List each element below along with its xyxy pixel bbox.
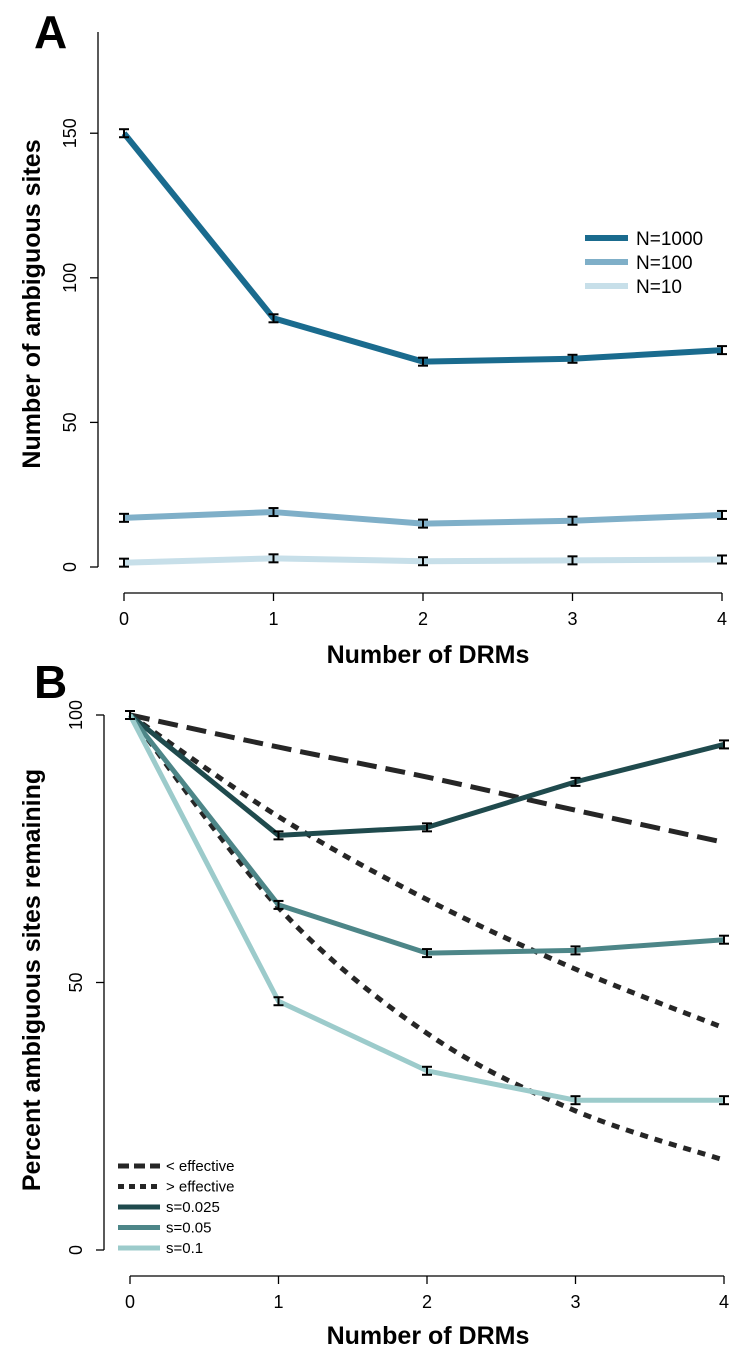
- panel-b-series-s-0-1-error-bar: [422, 1065, 432, 1076]
- panel-a-x-tick-label: 4: [717, 609, 727, 629]
- panel-b-y-axis-title: Percent ambiguous sites remaining: [18, 769, 46, 1191]
- panel-a-series-n-10-error-bar: [717, 554, 727, 565]
- panel-b-series-s-0-05-error-bar: [273, 899, 284, 910]
- panel-a-x-tick-label: 1: [268, 609, 278, 629]
- panel-a-series-n-1000-error-bar: [119, 128, 129, 139]
- panel-b: B Percent ambiguous sites remaining Numb…: [18, 656, 729, 1350]
- panel-b-series-effective-line-1: [128, 713, 725, 1163]
- panel-a-legend-label: N=100: [636, 253, 693, 274]
- panel-a-series-n-1000-error-bar: [717, 345, 727, 356]
- panel-a-series-n-100-error-bar: [119, 512, 129, 523]
- panel-a-series: [119, 128, 727, 568]
- panel-a-series-n-10-error-bar: [268, 553, 279, 564]
- panel-b-legend: < effective > effective s=0.025 s=0.05 s=0.1: [118, 1158, 235, 1257]
- panel-a-legend-label: N=10: [636, 277, 682, 298]
- panel-b-y-tick-label: 100: [66, 700, 86, 730]
- panel-a-y-axis-title: Number of ambiguous sites: [18, 139, 46, 468]
- panel-b-series-s-0-025-error-bar: [570, 776, 581, 787]
- panel-b-series-s-0-1-error-bar: [125, 710, 135, 720]
- panel-a: A Number of ambiguous sites Number of DR…: [18, 6, 727, 669]
- panel-b-legend-label: < effective: [166, 1158, 235, 1175]
- panel-a-series-n-100-error-bar: [717, 509, 727, 520]
- panel-b-letter: B: [34, 656, 67, 708]
- panel-b-series-s-0-025-error-bar: [422, 822, 432, 833]
- panel-b-x-axis-title: Number of DRMs: [327, 1322, 530, 1350]
- panel-a-series-n-10-error-bar: [567, 555, 578, 566]
- panel-b-x-tick-label: 0: [125, 1292, 135, 1312]
- panel-a-axes: 0 50 100 150 0 1 2 3 4: [60, 32, 727, 629]
- panel-b-series-s-0-05-error-bar: [719, 934, 729, 945]
- panel-a-series-n-10-error-bar: [418, 556, 428, 567]
- panel-a-x-tick-label: 3: [567, 609, 577, 629]
- panel-a-x-axis-title: Number of DRMs: [327, 641, 530, 669]
- panel-a-y-tick-label: 150: [60, 118, 80, 148]
- panel-b-x-tick-label: 3: [570, 1292, 580, 1312]
- panel-a-y-tick-label: 50: [60, 412, 80, 432]
- panel-b-series-effective-line: [129, 712, 725, 845]
- panel-b-y-tick-label: 0: [66, 1245, 86, 1255]
- panel-a-series-n-100-error-bar: [418, 518, 428, 529]
- panel-a-y-tick-label: 100: [60, 263, 80, 293]
- panel-b-series-s-0-1-error-bar: [570, 1095, 581, 1106]
- panel-b-series-s-0-05-error-bar: [422, 948, 432, 959]
- panel-a-legend: N=1000 N=100 N=10: [585, 229, 703, 298]
- panel-a-series-n-1000-error-bar: [268, 313, 279, 324]
- panel-b-series-s-0-1-error-bar: [273, 996, 284, 1007]
- panel-b-legend-label: s=0.1: [166, 1240, 203, 1257]
- panel-b-axes: 0 50 100 0 1 2 3 4: [66, 700, 729, 1312]
- panel-b-series-s-0-05-error-bar: [570, 945, 581, 956]
- panel-b-series-effective-line-0: [128, 712, 725, 1031]
- panel-a-legend-label: N=1000: [636, 229, 703, 250]
- panel-a-x-tick-label: 2: [418, 609, 428, 629]
- panel-b-series-s-0-025-error-bar: [273, 830, 284, 841]
- panel-a-y-tick-label: 0: [60, 562, 80, 572]
- panel-b-x-tick-label: 2: [422, 1292, 432, 1312]
- panel-b-legend-label: s=0.025: [166, 1199, 220, 1216]
- panel-b-x-tick-label: 4: [719, 1292, 729, 1312]
- panel-a-series-n-100-error-bar: [268, 507, 279, 518]
- panel-a-series-n-100-error-bar: [567, 515, 578, 526]
- panel-b-legend-label: s=0.05: [166, 1220, 211, 1237]
- panel-a-letter: A: [34, 6, 67, 58]
- panel-b-series-s-0-1-line: [127, 713, 724, 1103]
- panel-a-x-tick-label: 0: [119, 609, 129, 629]
- panel-b-series: [125, 710, 729, 1163]
- panel-b-y-tick-label: 50: [66, 972, 86, 992]
- panel-b-series-s-0-05-line: [128, 713, 725, 956]
- panel-b-x-tick-label: 1: [273, 1292, 283, 1312]
- panel-b-legend-label: > effective: [166, 1179, 235, 1196]
- panel-b-series-s-0-025-error-bar: [719, 739, 729, 750]
- panel-a-series-n-10-error-bar: [119, 557, 129, 568]
- panel-a-series-n-1000-error-bar: [418, 356, 428, 367]
- panel-b-series-s-0-1-error-bar: [719, 1095, 729, 1106]
- panel-a-series-n-1000-error-bar: [567, 353, 578, 364]
- panel-a-series-n-1000-line: [121, 131, 723, 365]
